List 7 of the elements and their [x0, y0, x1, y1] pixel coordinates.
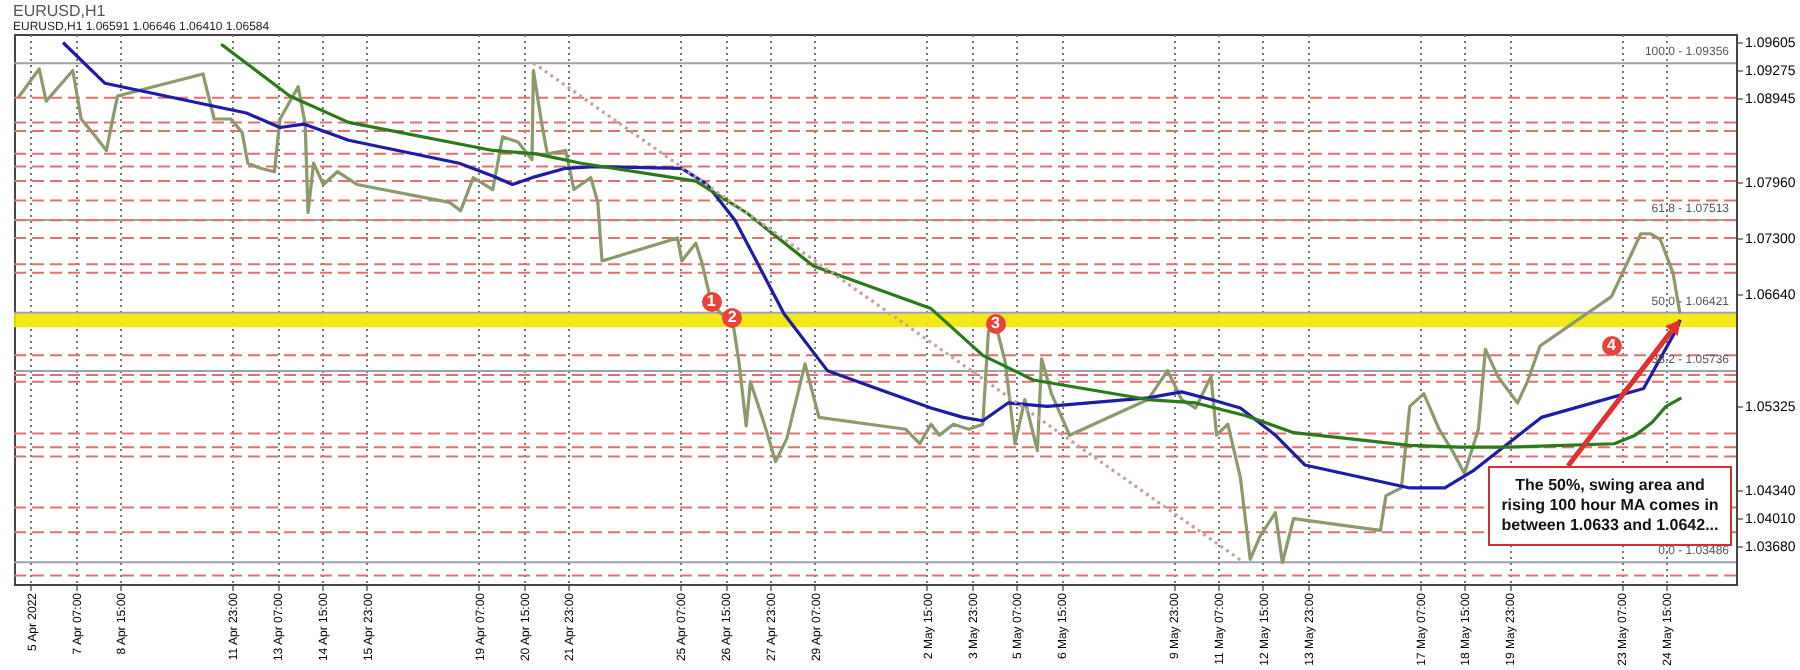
annotation: 2 [722, 307, 743, 328]
annotation: 4 [1601, 335, 1622, 356]
chart-title: EURUSD,H1 [13, 2, 107, 20]
annotation: 1 [701, 291, 722, 312]
annotation: 3 [985, 313, 1006, 333]
annotation: The 50%, swing area and rising 100 hour MA comes in between 1.0633 and 1.0642... [1488, 465, 1732, 546]
line-series [219, 42, 1683, 449]
